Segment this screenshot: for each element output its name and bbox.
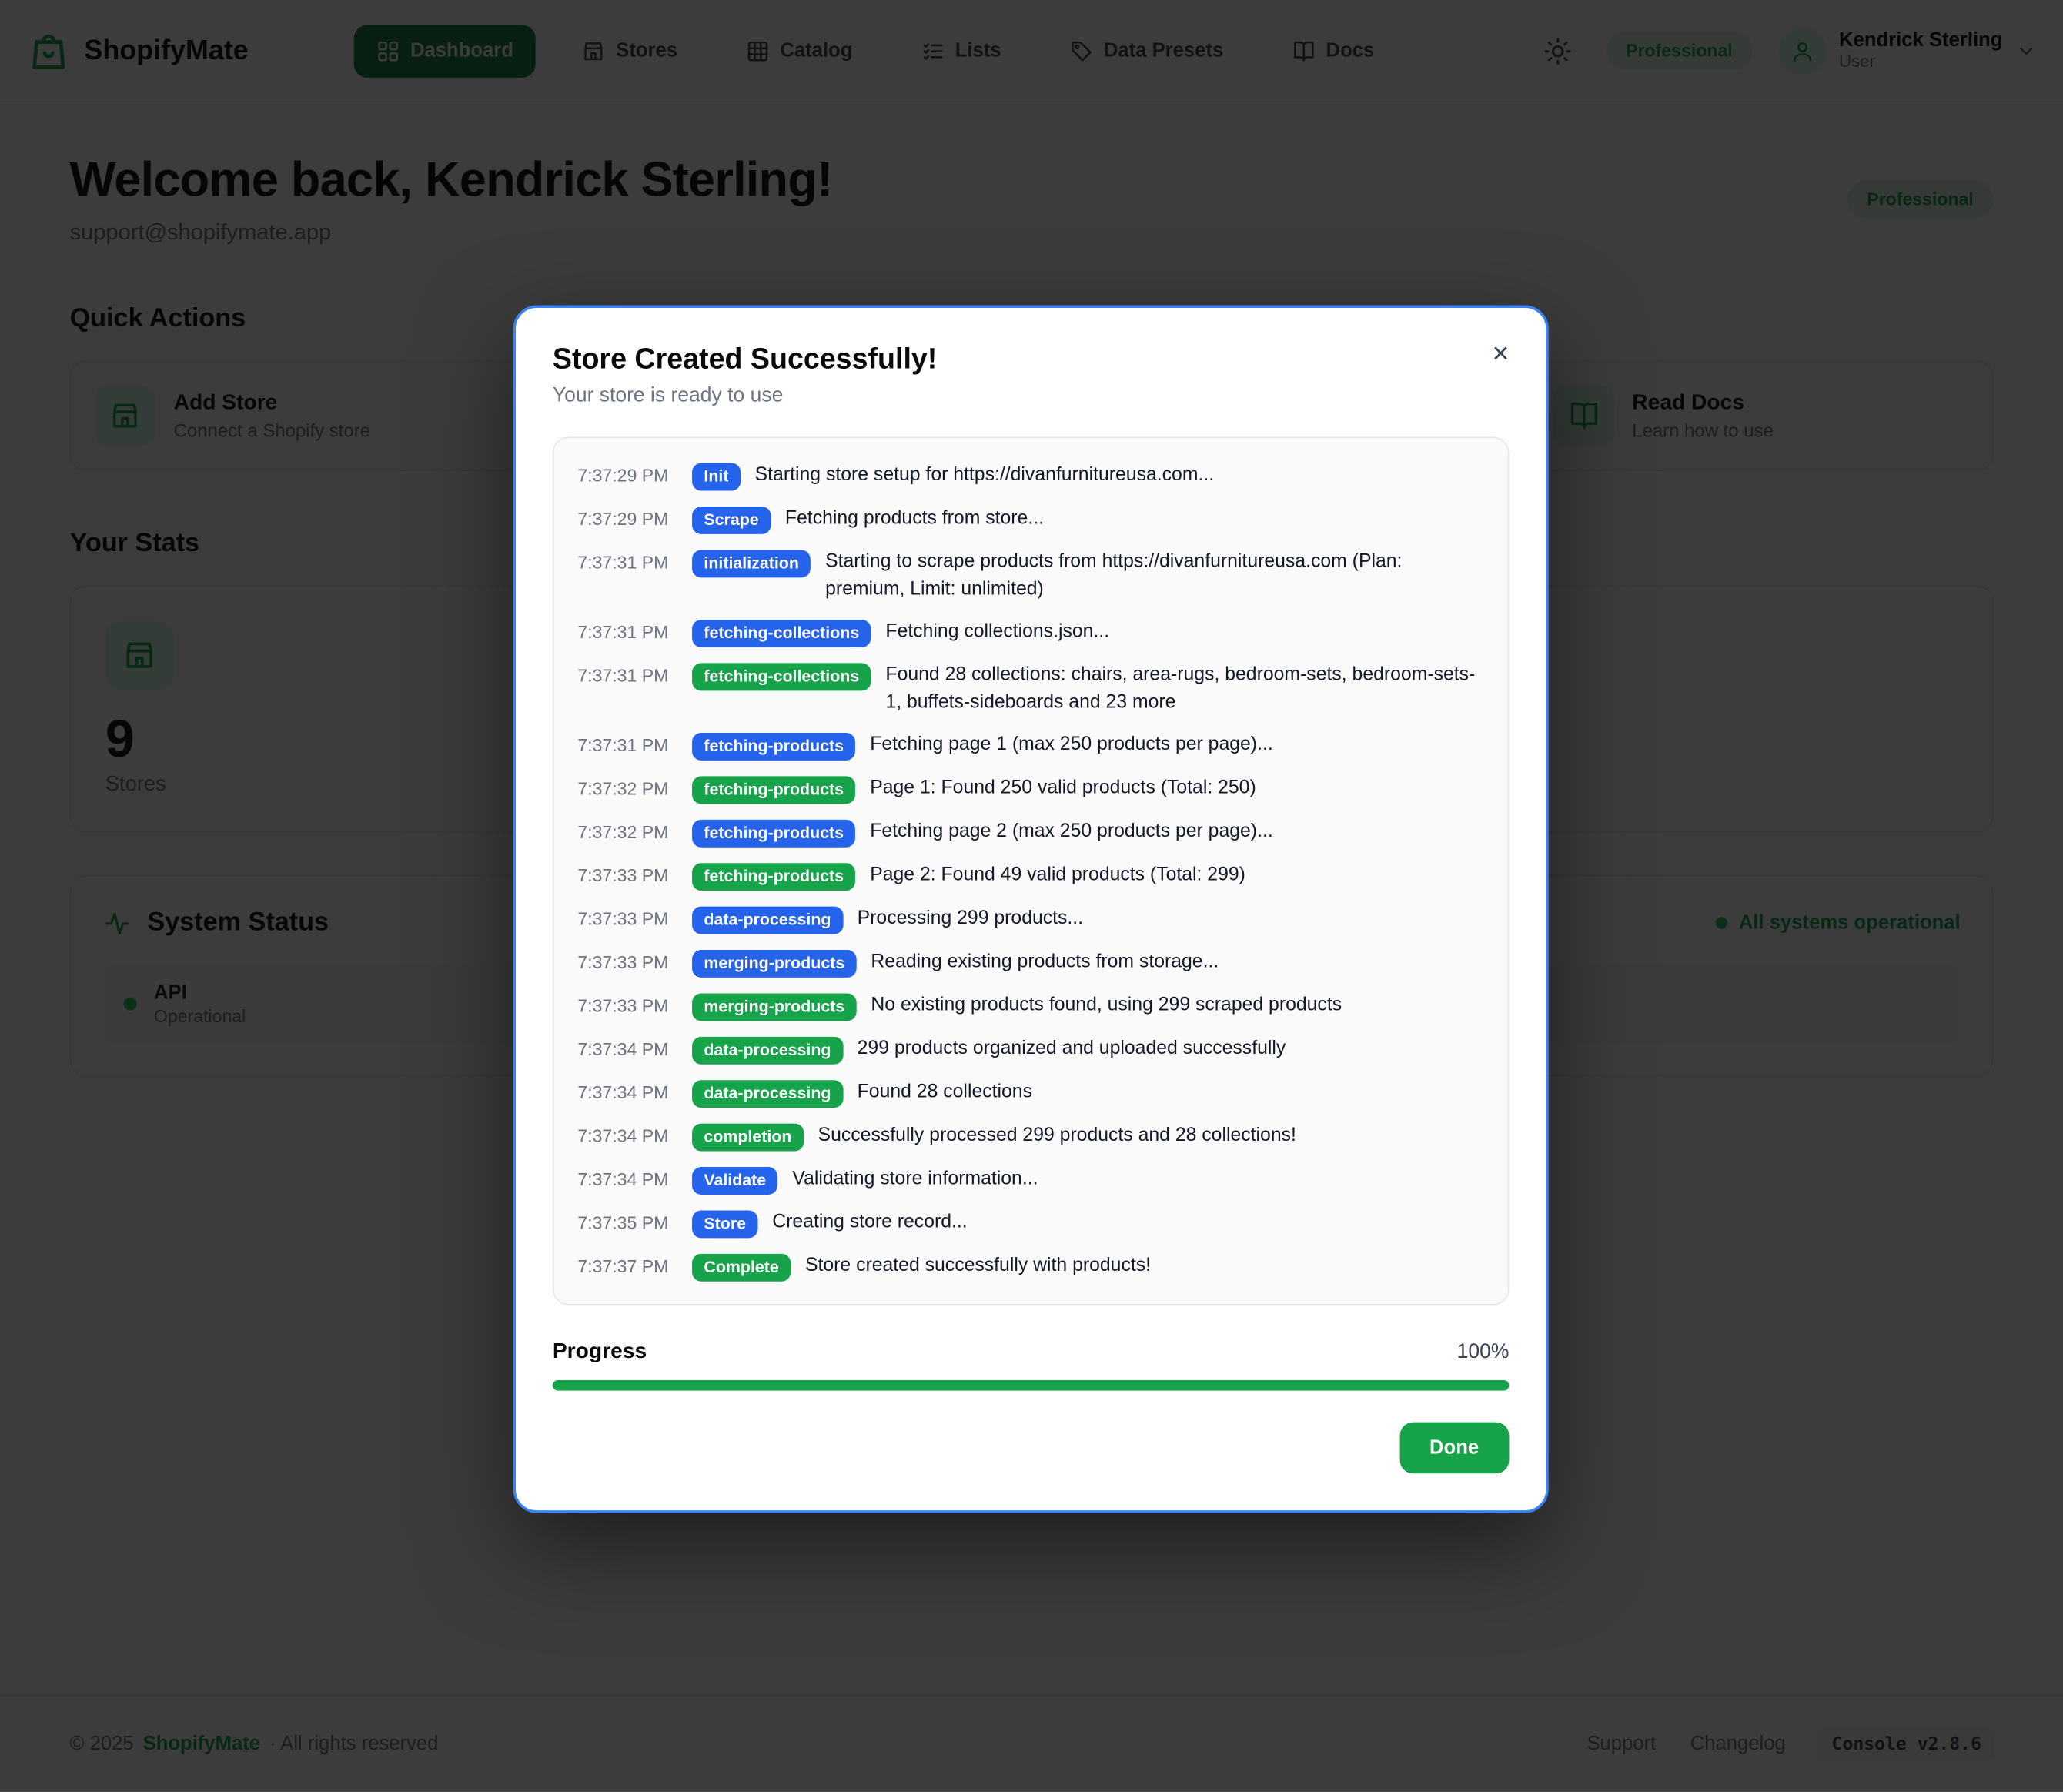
log-badge: data-processing	[692, 1079, 843, 1108]
log-time: 7:37:34 PM	[577, 1168, 669, 1189]
progress-value: 100%	[1456, 1339, 1510, 1362]
log-row: 7:37:34 PM completion Successfully process…	[577, 1115, 1484, 1158]
log-row: 7:37:33 PM merging-products No existing pr…	[577, 984, 1484, 1027]
log-time: 7:37:31 PM	[577, 665, 669, 685]
log-time: 7:37:32 PM	[577, 777, 669, 798]
log-time: 7:37:29 PM	[577, 465, 669, 485]
log-row: 7:37:31 PM fetching-products Fetching page…	[577, 724, 1484, 767]
log-badge: fetching-collections	[692, 619, 871, 647]
log-row: 7:37:34 PM data-processing 299 products or…	[577, 1028, 1484, 1071]
log-badge: Init	[692, 462, 741, 490]
log-message: Fetching products from store...	[784, 507, 1044, 529]
log-time: 7:37:33 PM	[577, 908, 669, 928]
modal-actions: Done	[553, 1422, 1510, 1474]
log-badge: Store	[692, 1209, 758, 1238]
log-badge: fetching-products	[692, 732, 856, 761]
log-row: 7:37:34 PM data-processing Found 28 collec…	[577, 1071, 1484, 1114]
log-row: 7:37:29 PM Scrape Fetching products from s…	[577, 497, 1484, 540]
modal-title: Store Created Successfully!	[552, 342, 938, 376]
log-row: 7:37:34 PM Validate Validating store infor…	[577, 1158, 1484, 1201]
close-icon[interactable]: ×	[1487, 334, 1515, 373]
log-time: 7:37:33 PM	[577, 995, 669, 1015]
log-message: Fetching collections.json...	[885, 620, 1110, 642]
log-badge: fetching-products	[692, 775, 856, 804]
log-badge: merging-products	[692, 949, 857, 978]
log-badge: fetching-collections	[692, 662, 871, 690]
log-badge: merging-products	[692, 992, 857, 1021]
log-time: 7:37:31 PM	[577, 621, 669, 642]
log-message: 299 products organized and uploaded succ…	[857, 1037, 1286, 1059]
store-created-modal: × Store Created Successfully! Your store…	[513, 305, 1549, 1513]
log-time: 7:37:33 PM	[577, 951, 669, 972]
log-message: Page 2: Found 49 valid products (Total: …	[870, 864, 1245, 885]
log-row: 7:37:37 PM Complete Store created successf…	[577, 1245, 1484, 1288]
log-badge: fetching-products	[692, 818, 856, 847]
log-message: Fetching page 2 (max 250 products per pa…	[870, 820, 1273, 842]
progress-bar	[552, 1379, 1510, 1391]
log-time: 7:37:34 PM	[577, 1038, 669, 1059]
log-time: 7:37:34 PM	[577, 1082, 669, 1102]
log-message: Store created successfully with products…	[804, 1254, 1152, 1276]
log-badge: data-processing	[692, 1035, 843, 1064]
log-badge: completion	[692, 1122, 804, 1151]
progress-row: Progress 100%	[553, 1339, 1510, 1364]
log-time: 7:37:29 PM	[577, 508, 669, 529]
log-message: Starting store setup for https://divanfu…	[754, 463, 1215, 485]
log-row: 7:37:35 PM Store Creating store record...	[577, 1201, 1484, 1244]
log-badge: Validate	[692, 1166, 778, 1195]
log-message: Validating store information...	[792, 1167, 1038, 1189]
progress-bar-fill	[552, 1379, 1510, 1391]
log-badge: fetching-products	[692, 862, 856, 891]
modal-subtitle: Your store is ready to use	[552, 384, 784, 407]
log-row: 7:37:31 PM initialization Starting to scra…	[577, 540, 1484, 610]
progress-label: Progress	[552, 1339, 647, 1363]
log-row: 7:37:29 PM Init Starting store setup for h…	[577, 454, 1484, 497]
log-row: 7:37:33 PM fetching-products Page 2: Found…	[577, 854, 1484, 897]
log-time: 7:37:32 PM	[577, 821, 669, 842]
log-message: No existing products found, using 299 sc…	[871, 994, 1342, 1015]
log-time: 7:37:31 PM	[577, 734, 669, 755]
log-message: Starting to scrape products from https:/…	[825, 550, 1403, 600]
log-badge: data-processing	[692, 905, 843, 934]
log-message: Found 28 collections	[857, 1081, 1032, 1102]
log-row: 7:37:31 PM fetching-collections Found 28 c…	[577, 654, 1484, 724]
log-row: 7:37:33 PM merging-products Reading existi…	[577, 941, 1484, 984]
done-button[interactable]: Done	[1399, 1422, 1510, 1474]
log-row: 7:37:32 PM fetching-products Page 1: Found…	[577, 767, 1484, 810]
log-time: 7:37:34 PM	[577, 1125, 669, 1145]
log-message: Found 28 collections: chairs, area-rugs,…	[885, 664, 1476, 713]
log-time: 7:37:37 PM	[577, 1255, 669, 1276]
log-row: 7:37:33 PM data-processing Processing 299 …	[577, 898, 1484, 941]
log-time: 7:37:31 PM	[577, 552, 669, 572]
log-badge: initialization	[692, 549, 811, 577]
log-row: 7:37:32 PM fetching-products Fetching page…	[577, 811, 1484, 854]
log-badge: Scrape	[692, 506, 771, 534]
log-message: Creating store record...	[772, 1211, 968, 1232]
log-message: Page 1: Found 250 valid products (Total:…	[870, 777, 1256, 798]
log-message: Successfully processed 299 products and …	[818, 1124, 1296, 1145]
log-message: Processing 299 products...	[857, 907, 1084, 928]
log-message: Reading existing products from storage..…	[871, 950, 1219, 972]
log-time: 7:37:35 PM	[577, 1212, 669, 1232]
log-time: 7:37:33 PM	[577, 864, 669, 885]
creation-log-panel[interactable]: 7:37:29 PM Init Starting store setup for h…	[552, 436, 1510, 1306]
log-row: 7:37:31 PM fetching-collections Fetching c…	[577, 610, 1484, 654]
log-message: Fetching page 1 (max 250 products per pa…	[870, 733, 1273, 755]
log-badge: Complete	[692, 1253, 791, 1281]
